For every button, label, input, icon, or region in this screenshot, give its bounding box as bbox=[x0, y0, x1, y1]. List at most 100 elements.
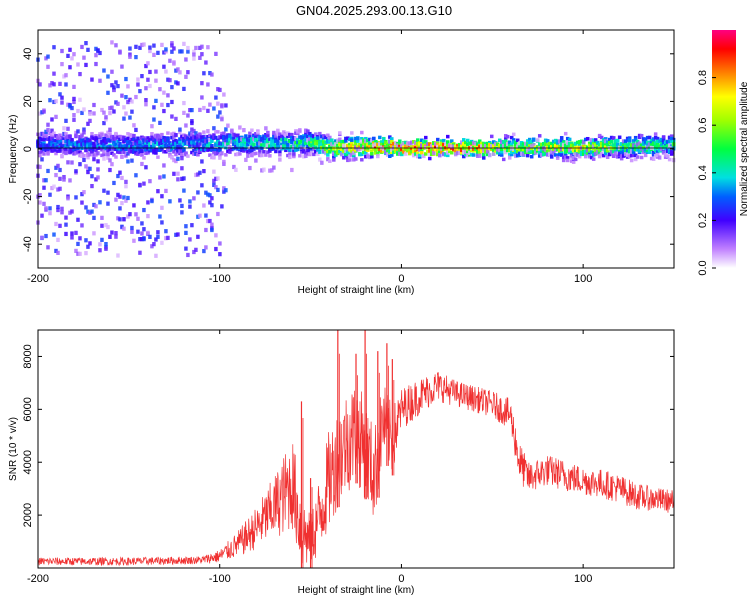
spectrogram-cell bbox=[579, 139, 584, 144]
spectrogram-cell bbox=[511, 140, 516, 144]
spectrogram-cell bbox=[70, 231, 74, 236]
spectrogram-cell bbox=[264, 153, 268, 157]
spectrogram-cell bbox=[130, 229, 134, 234]
spectrogram-cell bbox=[551, 147, 556, 152]
spectrogram-cell bbox=[144, 63, 148, 69]
spectrogram-cell bbox=[505, 141, 510, 147]
spectrogram-cell bbox=[296, 143, 300, 147]
spectrogram-cell bbox=[647, 140, 652, 145]
spectrogram-cell bbox=[326, 140, 330, 144]
spectrogram-cell bbox=[266, 138, 270, 142]
spectrogram-cell bbox=[102, 152, 106, 157]
spectrogram-cell bbox=[96, 159, 100, 164]
snr-x-tick-label: -100 bbox=[209, 573, 231, 585]
spectrogram-cell bbox=[282, 130, 286, 135]
spectrogram-cell bbox=[242, 128, 246, 133]
spectrogram-cell bbox=[242, 142, 246, 147]
spectrogram-cell bbox=[294, 148, 298, 152]
spectrogram-cell bbox=[82, 107, 86, 112]
spectrogram-cell bbox=[362, 138, 366, 142]
spectrogram-cell bbox=[60, 62, 64, 67]
spectrogram-cell bbox=[40, 110, 44, 115]
spectrogram-cell bbox=[462, 141, 466, 146]
spectrogram-cell bbox=[186, 154, 190, 158]
spectrogram-cell bbox=[158, 141, 162, 146]
spectrogram-cell bbox=[252, 136, 256, 142]
spectrogram-cell bbox=[360, 130, 364, 135]
spectrogram-cell bbox=[260, 153, 264, 158]
snr-frame bbox=[37, 329, 675, 569]
spectrogram-cell bbox=[46, 168, 50, 174]
spectrogram-cell bbox=[390, 147, 394, 152]
spectrogram-cell bbox=[318, 131, 322, 136]
spectrogram-cell bbox=[130, 133, 134, 138]
spectrogram-cell bbox=[204, 139, 208, 144]
spectrogram-cell bbox=[86, 144, 90, 149]
spectrogram-cell bbox=[262, 150, 266, 154]
spectrogram-cell bbox=[448, 147, 452, 152]
spectrogram-cell bbox=[152, 52, 156, 58]
spectrogram-cell bbox=[68, 178, 72, 183]
spectrogram-cell bbox=[64, 151, 68, 155]
spectrogram-cell bbox=[116, 84, 120, 89]
spectrogram-cell bbox=[272, 130, 276, 135]
colorbar-tick-label: 0.0 bbox=[697, 260, 709, 275]
spectrogram-cell bbox=[150, 148, 154, 152]
spectrogram-cell bbox=[623, 139, 628, 143]
spectrogram-cell bbox=[306, 148, 310, 153]
spectrogram-cell bbox=[370, 154, 374, 159]
spectrogram-cell bbox=[98, 200, 102, 205]
spectrogram-cell bbox=[102, 136, 106, 141]
spectrogram-cell bbox=[507, 140, 512, 144]
spectrogram-cell bbox=[531, 143, 536, 148]
spectrogram-cell bbox=[479, 144, 484, 149]
spectrogram-cell bbox=[446, 153, 450, 158]
spectrogram-cell bbox=[118, 142, 122, 146]
spectrogram-cell bbox=[110, 105, 114, 110]
spectrogram-cell bbox=[344, 139, 348, 143]
spectrogram-cell bbox=[631, 153, 636, 158]
spectrogram-cell bbox=[166, 102, 170, 108]
spectrogram-cell bbox=[272, 139, 276, 143]
spectrogram-cell bbox=[338, 142, 342, 147]
spectrogram-cell bbox=[104, 139, 108, 144]
spectrogram-cell bbox=[270, 147, 274, 151]
spectrogram-cell bbox=[110, 83, 114, 88]
spectrogram-cell bbox=[124, 198, 128, 203]
spectrogram-y-axis-label: Frequency (Hz) bbox=[8, 115, 19, 184]
spectrogram-cell bbox=[645, 140, 650, 145]
spectrogram-cell bbox=[88, 111, 92, 116]
spectrogram-cell bbox=[591, 138, 596, 143]
spectrogram-cell bbox=[308, 148, 312, 152]
spectrogram-cell bbox=[491, 151, 496, 156]
snr-x-axis-label: Height of straight line (km) bbox=[298, 585, 415, 596]
spectrogram-cell bbox=[338, 139, 342, 144]
spectrogram-cell bbox=[118, 134, 122, 139]
spectrogram-cell bbox=[256, 141, 260, 146]
spectrogram-cell bbox=[204, 142, 208, 146]
spectrogram-cell bbox=[122, 217, 126, 222]
spectrogram-cell bbox=[64, 73, 68, 78]
spectrogram-cell bbox=[611, 153, 616, 159]
spectrogram-cell bbox=[320, 142, 324, 146]
spectrogram-cell bbox=[336, 150, 340, 155]
spectrogram-cell bbox=[40, 213, 44, 218]
spectrogram-cell bbox=[529, 139, 534, 144]
spectrogram-cell bbox=[489, 134, 494, 139]
spectrogram-cell bbox=[62, 131, 66, 137]
spectrogram-cell bbox=[86, 155, 90, 160]
spectrogram-cell bbox=[390, 153, 394, 157]
spectrogram-cell bbox=[515, 149, 520, 153]
spectrogram-cell bbox=[278, 136, 282, 140]
spectrogram-cell bbox=[230, 147, 234, 152]
spectrogram-cell bbox=[216, 187, 220, 193]
spectrogram-cell bbox=[274, 133, 278, 138]
spectrogram-cell bbox=[128, 140, 132, 144]
spectrogram-cell bbox=[214, 143, 218, 147]
spectrogram-cell bbox=[270, 141, 274, 146]
spectrogram-cell bbox=[238, 138, 242, 142]
spectrogram-cell bbox=[208, 137, 212, 143]
spectrogram-cell bbox=[176, 67, 180, 72]
spectrogram-cell bbox=[118, 206, 122, 211]
spectrogram-cell bbox=[50, 140, 54, 145]
